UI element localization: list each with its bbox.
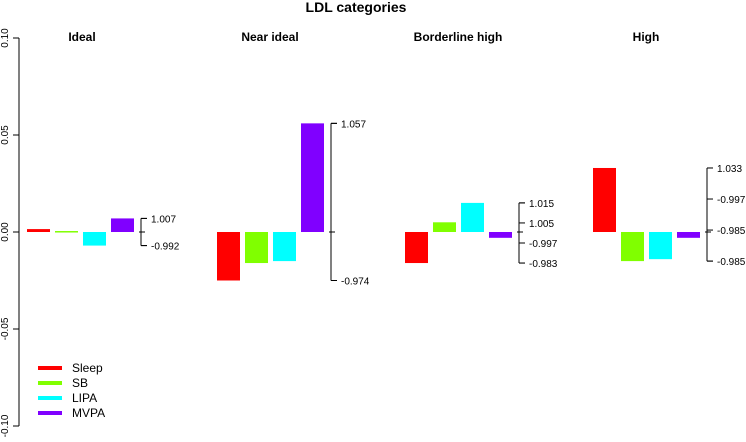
panel-title: Near ideal — [241, 30, 298, 44]
panels: Ideal 1.007 -0.992 Near ideal 1.057 -0.974 Bor… — [27, 30, 746, 288]
bar-sb — [433, 222, 456, 232]
y-axis: 0.10 0.05 0.00 -0.05 -0.10 — [0, 28, 20, 437]
scale-label: -0.992 — [151, 242, 180, 253]
scale-label: -0.974 — [341, 277, 370, 288]
bar-sleep — [405, 232, 428, 264]
legend-label-sb: SB — [72, 376, 88, 390]
scale-label: -0.997 — [529, 239, 558, 250]
y-tick-label: 0.00 — [0, 222, 11, 242]
bar-sleep — [593, 167, 616, 232]
panel-title: High — [633, 30, 660, 44]
y-tick-label: -0.05 — [0, 317, 11, 340]
scale-label: 1.033 — [717, 164, 742, 175]
scale-label: 1.057 — [341, 119, 366, 130]
y-tick-label: -0.10 — [0, 414, 11, 437]
legend-label-lipa: LIPA — [72, 391, 97, 405]
panel-3: High 1.033 -0.997 -0.985 -0.985 — [593, 30, 746, 268]
panel-title: Ideal — [68, 30, 95, 44]
bar-mvpa — [111, 218, 134, 232]
bar-sb — [55, 231, 78, 233]
bar-mvpa — [677, 232, 700, 238]
scale-label: -0.985 — [717, 226, 746, 237]
scale-label: 1.015 — [529, 199, 554, 210]
scale-label: -0.997 — [717, 195, 746, 206]
legend-label-sleep: Sleep — [72, 361, 103, 375]
bar-sleep — [217, 232, 240, 281]
bar-lipa — [273, 232, 296, 262]
bar-lipa — [461, 202, 484, 232]
panel-1: Near ideal 1.057 -0.974 — [217, 30, 370, 288]
chart-title: LDL categories — [306, 0, 407, 15]
panel-0: Ideal 1.007 -0.992 — [27, 30, 180, 253]
panel-title: Borderline high — [414, 30, 503, 44]
panel-2: Borderline high 1.015 1.005 -0.997 -0.983 — [405, 30, 558, 270]
scale-label: 1.005 — [529, 219, 554, 230]
bar-lipa — [83, 232, 106, 246]
legend-label-mvpa: MVPA — [72, 406, 105, 420]
bar-sb — [621, 232, 644, 262]
bar-mvpa — [489, 232, 512, 238]
y-tick-label: 0.10 — [0, 28, 11, 48]
bar-mvpa — [301, 123, 324, 232]
scale-label: -0.983 — [529, 259, 558, 270]
bar-sb — [245, 232, 268, 264]
y-tick-label: 0.05 — [0, 125, 11, 145]
bar-sleep — [27, 229, 50, 232]
scale-label: 1.007 — [151, 214, 176, 225]
scale-label: -0.985 — [717, 257, 746, 268]
bar-lipa — [649, 232, 672, 260]
